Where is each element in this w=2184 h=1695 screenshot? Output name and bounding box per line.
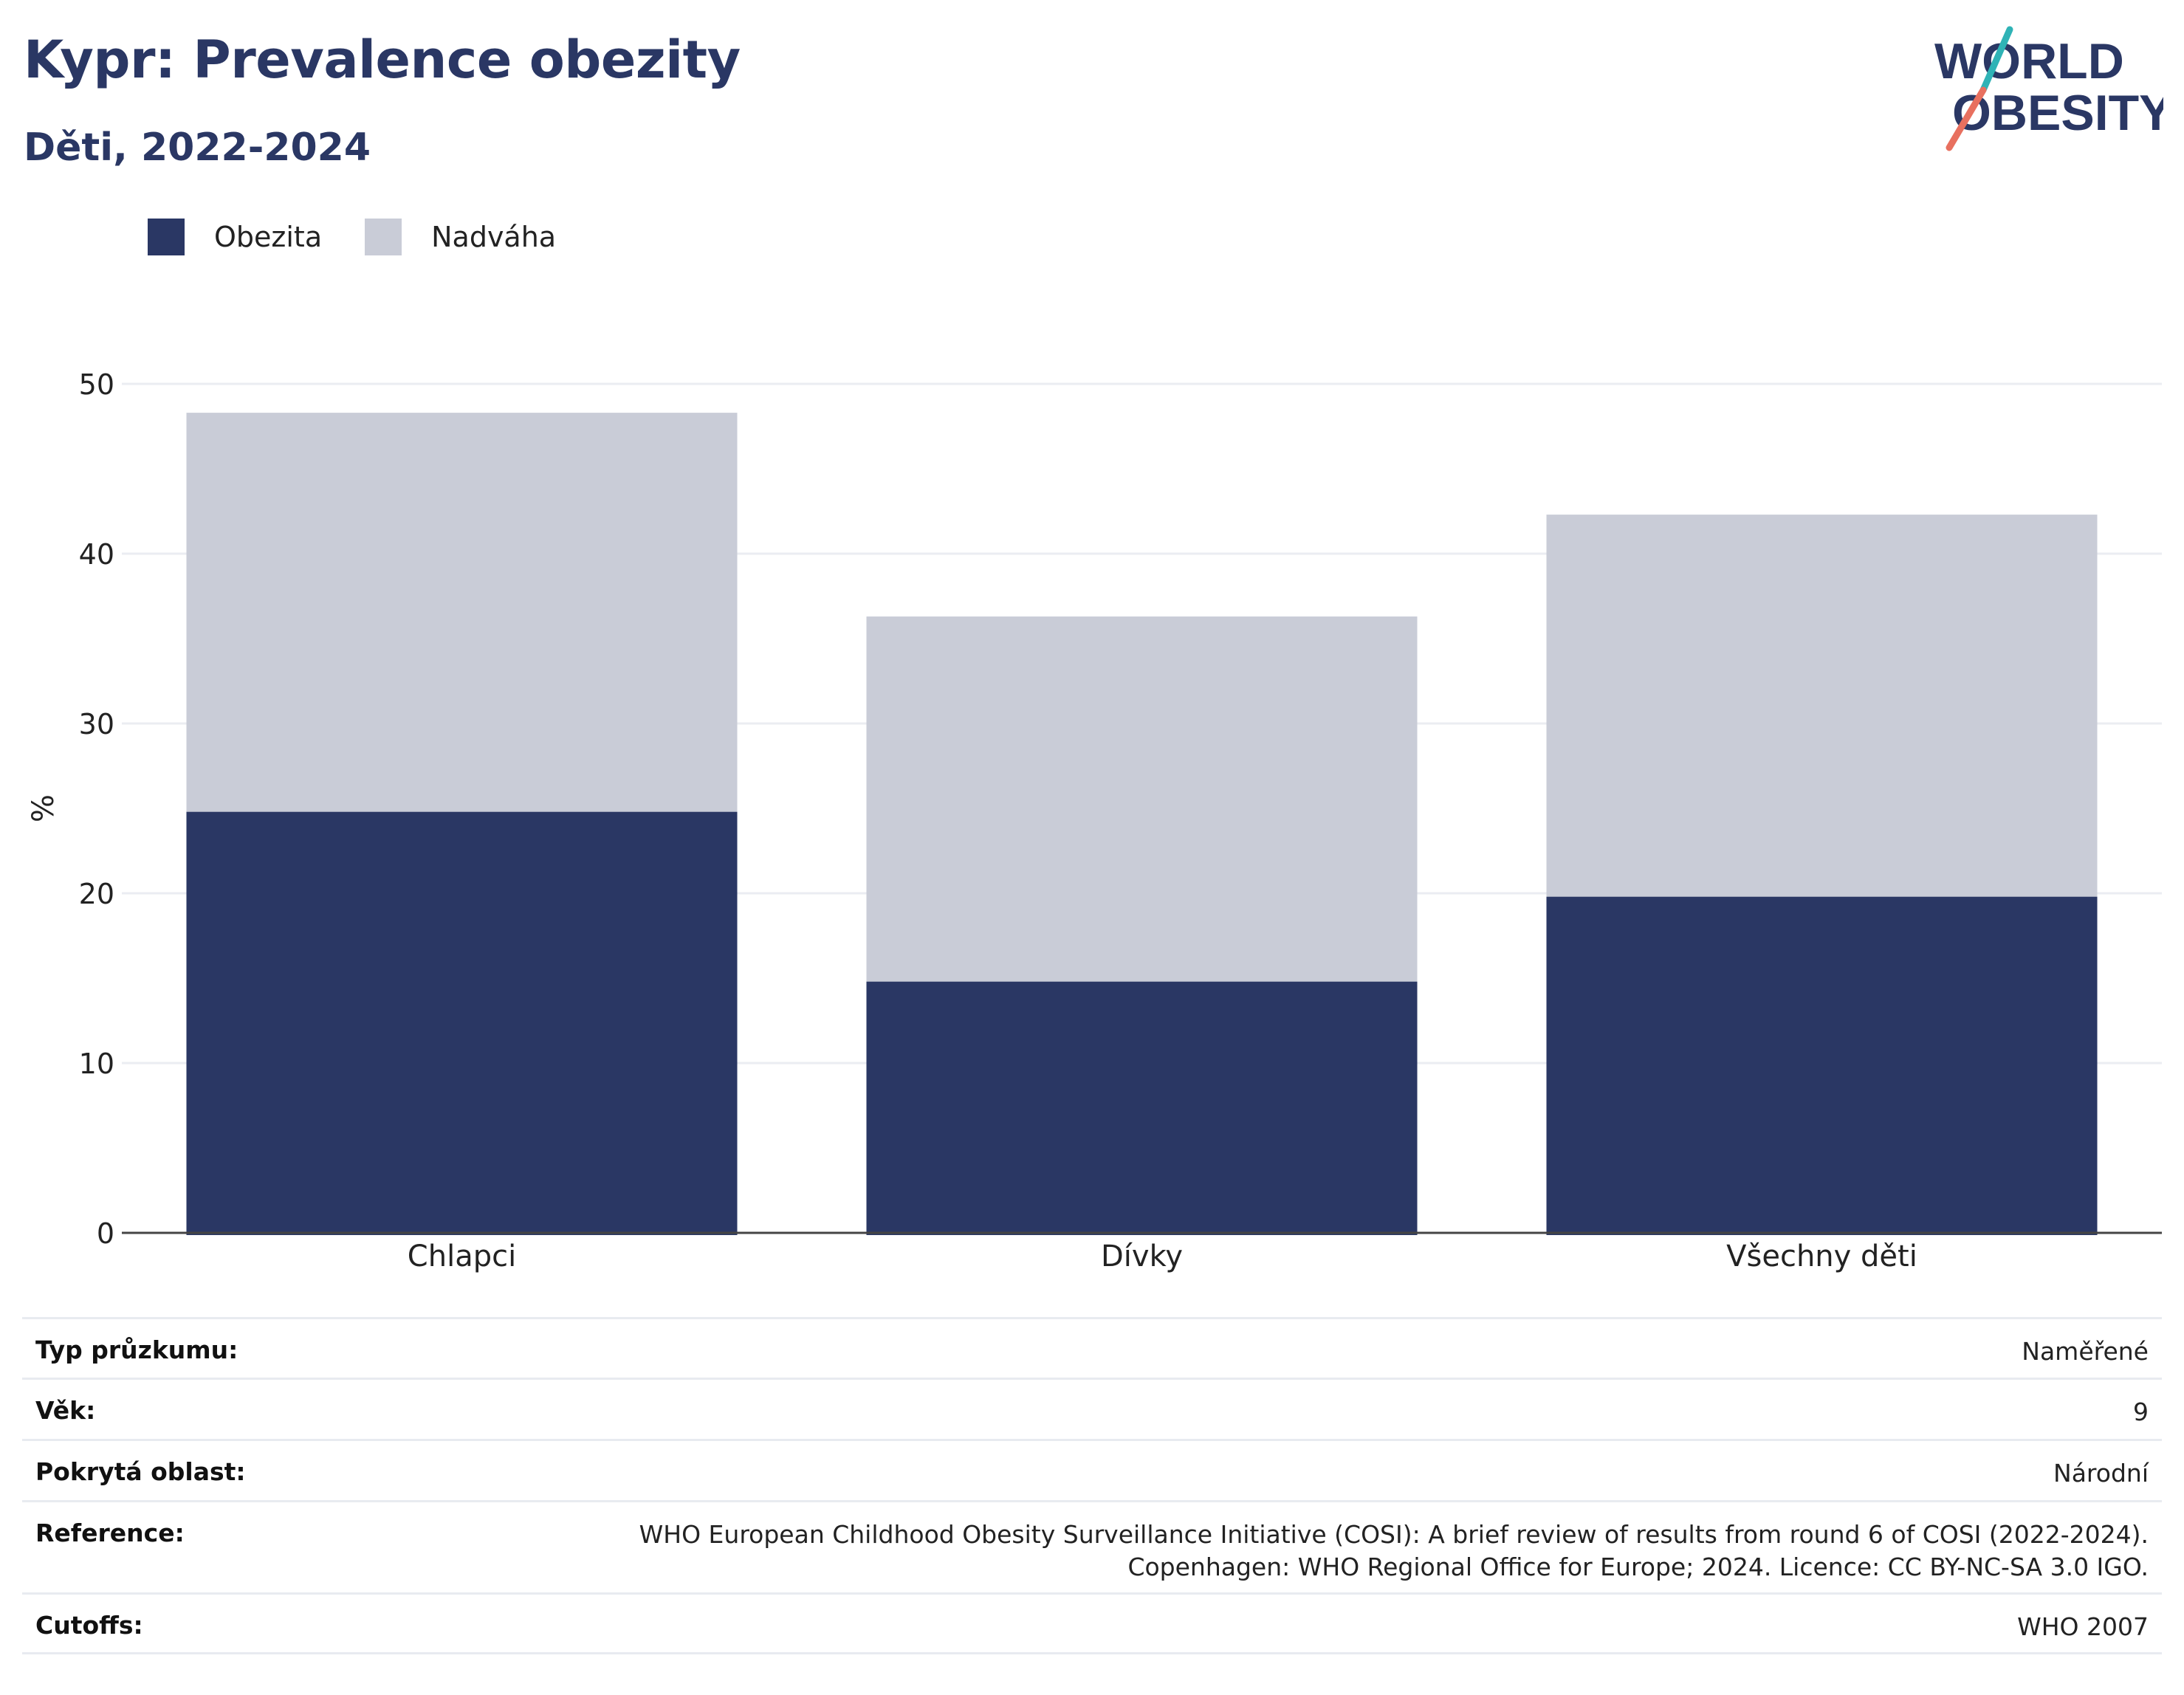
y-tick-label: 30 <box>79 708 114 740</box>
bar-obezita-1 <box>866 981 1418 1235</box>
legend-swatch-obezita <box>148 219 185 255</box>
meta-row-survey-type: Typ průzkumu: Naměřené <box>22 1317 2162 1378</box>
y-tick-label: 0 <box>97 1217 114 1250</box>
logo-slash-coral <box>1946 86 1987 151</box>
bar-chart: 0 10 20 30 40 50% Chlapci Dívky Všechny děti <box>27 368 2162 1273</box>
meta-label: Věk: <box>35 1396 96 1425</box>
chart-title: Kypr: Prevalence obezity <box>24 30 741 90</box>
x-tick-label: Dívky <box>1101 1240 1183 1273</box>
y-axis-label: % <box>27 794 61 822</box>
legend: Obezita Nadváha <box>148 219 599 255</box>
meta-label: Pokrytá oblast: <box>35 1457 246 1486</box>
y-tick-label: 10 <box>79 1048 114 1080</box>
reference-line-1: WHO European Childhood Obesity Surveilla… <box>639 1520 2149 1549</box>
legend-label-nadvaha: Nadváha <box>431 221 557 253</box>
reference-line-2: Copenhagen: WHO Regional Office for Euro… <box>1127 1553 2149 1581</box>
bar-nadváha-1 <box>866 616 1418 982</box>
meta-label: Typ průzkumu: <box>35 1335 238 1364</box>
y-tick-label: 40 <box>79 538 114 571</box>
legend-swatch-nadvaha <box>365 219 402 255</box>
bar-nadváha-2 <box>1546 515 2098 897</box>
meta-row-age: Věk: 9 <box>22 1378 2162 1439</box>
world-obesity-logo: WORLD OBESITY <box>1934 26 2163 151</box>
meta-row-cutoffs: Cutoffs: WHO 2007 <box>22 1592 2162 1654</box>
meta-value: 9 <box>2133 1397 2149 1426</box>
y-tick-label: 20 <box>79 878 114 910</box>
bar-obezita-0 <box>186 811 738 1235</box>
meta-value: Naměřené <box>2022 1337 2149 1366</box>
meta-value: Národní <box>2053 1459 2149 1488</box>
bar-obezita-2 <box>1546 896 2098 1235</box>
logo-line2: OBESITY <box>1952 85 2163 141</box>
logo-slash-teal <box>1979 26 2013 94</box>
meta-row-coverage: Pokrytá oblast: Národní <box>22 1439 2162 1500</box>
x-tick-label: Všechny děti <box>1726 1240 1917 1273</box>
meta-label: Reference: <box>35 1519 185 1547</box>
legend-label-obezita: Obezita <box>214 221 323 253</box>
meta-label: Cutoffs: <box>35 1611 143 1640</box>
meta-value: WHO 2007 <box>2017 1612 2149 1641</box>
legend-item-obezita: Obezita <box>148 219 322 255</box>
x-tick-label: Chlapci <box>408 1240 516 1273</box>
y-tick-label: 50 <box>79 368 114 401</box>
bar-nadváha-0 <box>186 413 738 812</box>
meta-row-reference: Reference: WHO European Childhood Obesit… <box>22 1500 2162 1592</box>
meta-value-reference: WHO European Childhood Obesity Surveilla… <box>639 1519 2149 1584</box>
legend-item-nadvaha: Nadváha <box>365 219 556 255</box>
logo-line1: WORLD <box>1934 33 2124 89</box>
metadata-table: Typ průzkumu: Naměřené Věk: 9 Pokrytá ob… <box>22 1317 2162 1654</box>
chart-subtitle: Děti, 2022-2024 <box>24 126 371 170</box>
